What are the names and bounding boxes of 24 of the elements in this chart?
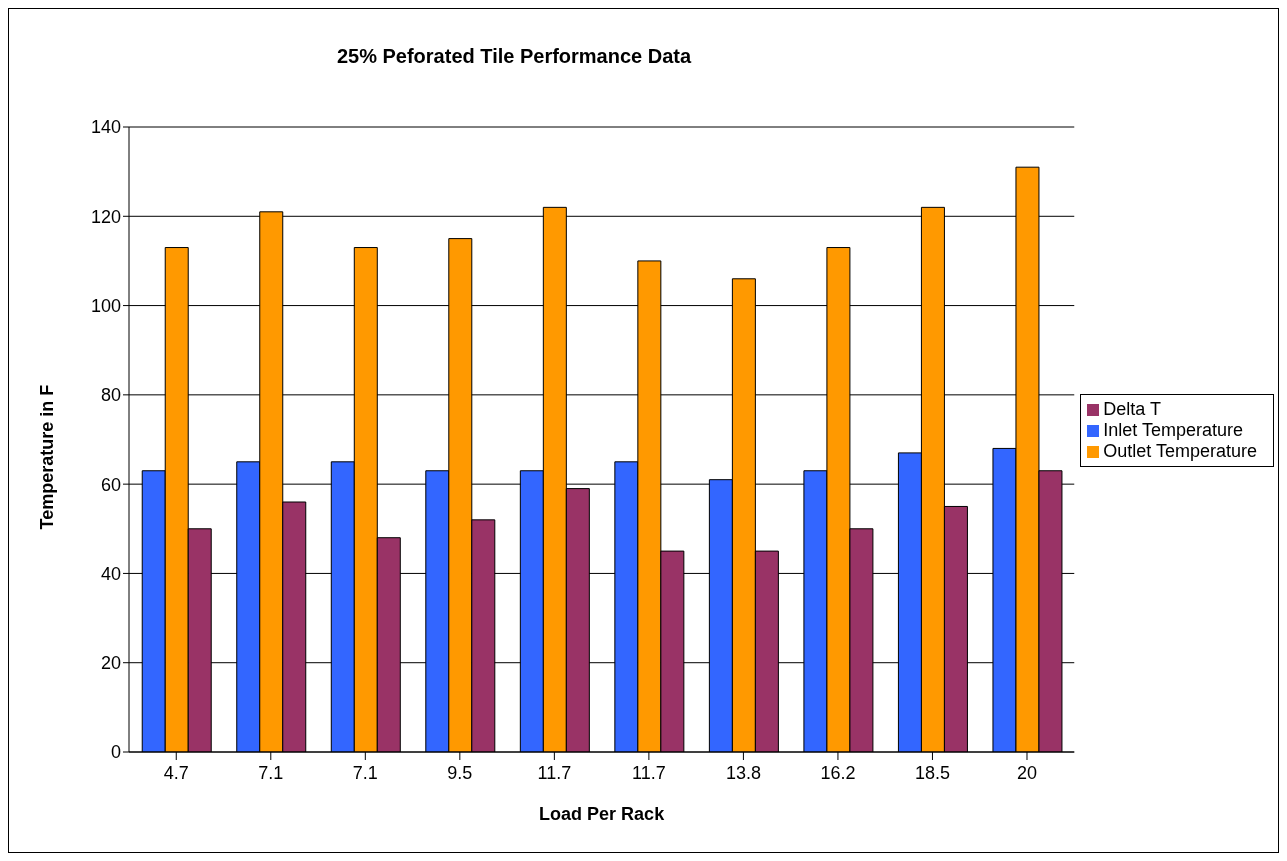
y-tick-label: 20	[100, 653, 121, 674]
y-tick-label: 140	[90, 117, 121, 138]
chart-title: 25% Peforated Tile Performance Data	[335, 45, 693, 68]
x-tick-label: 13.8	[725, 762, 761, 783]
y-tick-label: 120	[90, 206, 121, 227]
x-tick-label: 7.1	[352, 762, 378, 783]
legend-label: Delta T	[1103, 399, 1161, 419]
y-axis-title: Temperature in F	[37, 384, 58, 530]
x-tick-label: 11.7	[537, 762, 572, 783]
y-tick-label: 100	[90, 295, 121, 316]
y-tick-label: 80	[100, 385, 121, 406]
x-tick-label: 7.1	[258, 762, 284, 783]
x-tick-label: 4.7	[163, 762, 189, 783]
y-tick-label: 40	[100, 563, 121, 584]
x-tick-label: 16.2	[820, 762, 856, 783]
x-tick-label: 18.5	[914, 762, 950, 783]
x-tick-label: 20	[1016, 762, 1037, 783]
y-tick-label: 0	[110, 742, 121, 763]
legend-label: Inlet Temperature	[1103, 420, 1243, 440]
x-tick-label: 11.7	[632, 762, 666, 783]
legend-label: Outlet Temperature	[1103, 441, 1257, 461]
y-tick-label: 60	[100, 474, 121, 495]
x-axis-title: Load Per Rack	[539, 804, 666, 824]
x-tick-label: 9.5	[447, 762, 473, 783]
